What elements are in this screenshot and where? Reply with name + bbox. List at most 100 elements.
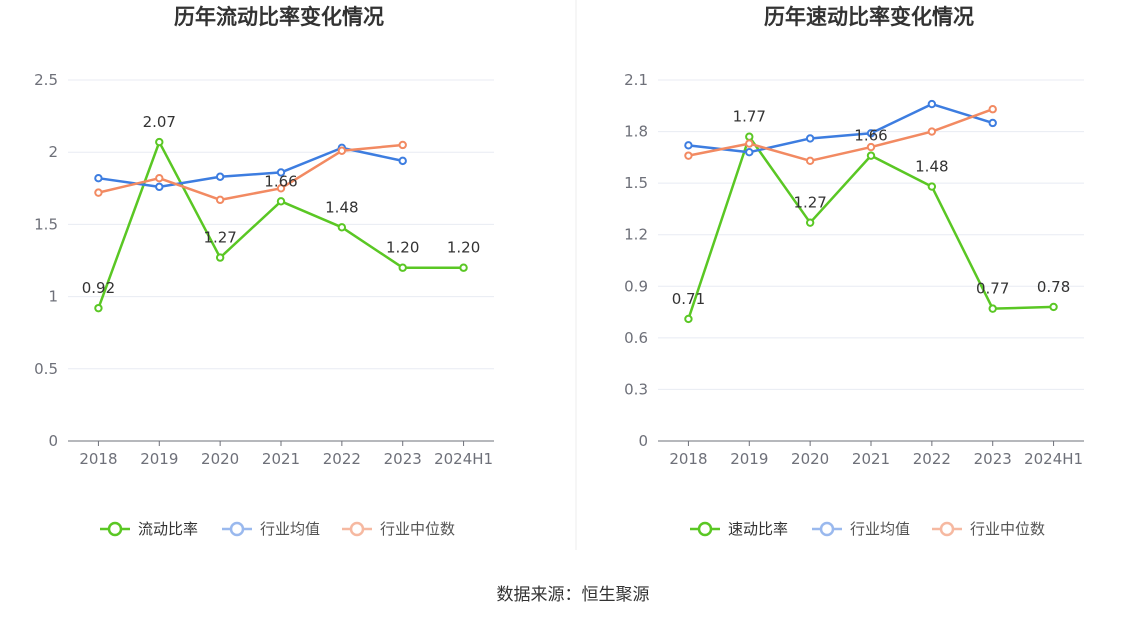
data-point	[94, 303, 103, 313]
x-tick-label: 2021	[262, 450, 300, 468]
data-point	[805, 218, 815, 227]
legend-marker	[939, 521, 955, 537]
data-point	[398, 156, 407, 166]
data-point	[337, 146, 347, 155]
data-point	[215, 253, 225, 262]
data-point	[684, 141, 693, 150]
x-tick-label: 2018	[79, 450, 117, 468]
data-point	[94, 173, 103, 183]
legend-label: 行业均值	[260, 520, 320, 538]
data-source: 数据来源：恒生聚源	[497, 585, 650, 605]
x-tick-label: 2022	[913, 450, 951, 468]
y-tick-label: 2.1	[624, 71, 648, 89]
legend-item-0[interactable]: 流动比率	[100, 520, 198, 538]
y-tick-label: 2	[48, 143, 58, 161]
y-tick-label: 0	[638, 432, 648, 450]
data-point	[155, 173, 164, 183]
data-label: 1.48	[915, 158, 948, 176]
data-label: 0.78	[1037, 278, 1070, 296]
data-point	[155, 182, 164, 192]
data-point	[1049, 302, 1058, 312]
x-tick-label: 2019	[140, 450, 178, 468]
x-tick-label: 2020	[791, 450, 829, 468]
series-line-0	[97, 140, 464, 309]
data-point	[745, 139, 754, 148]
series-line-2	[688, 108, 994, 163]
data-point	[398, 263, 407, 272]
data-label: 2.07	[143, 113, 176, 131]
data-point	[927, 99, 937, 109]
y-tick-label: 0.3	[624, 380, 648, 398]
y-tick-label: 1.5	[624, 174, 648, 192]
data-point	[215, 195, 225, 205]
data-point	[276, 184, 286, 193]
y-tick-label: 0.5	[34, 360, 58, 378]
data-label: 1.48	[325, 198, 358, 216]
data-point	[155, 137, 164, 147]
legend-item-1[interactable]: 行业均值	[812, 520, 910, 538]
data-label: 1.20	[386, 239, 419, 257]
data-point	[745, 148, 754, 157]
chart-title: 历年流动比率变化情况	[174, 5, 384, 29]
legend-label: 行业中位数	[970, 520, 1045, 538]
legend-marker	[697, 521, 713, 537]
data-point	[459, 263, 468, 272]
data-point	[927, 127, 937, 136]
y-tick-label: 2.5	[34, 71, 58, 89]
legend-item-1[interactable]: 行业均值	[222, 520, 320, 538]
y-tick-label: 1.8	[624, 123, 648, 141]
series-line-2	[98, 143, 403, 202]
data-label: 1.66	[854, 127, 887, 145]
x-tick-label: 2024H1	[1024, 450, 1083, 468]
data-point	[866, 129, 876, 138]
data-point	[398, 140, 407, 150]
data-point	[215, 172, 225, 181]
data-point	[684, 314, 693, 324]
x-tick-label: 2022	[323, 450, 361, 468]
data-label: 1.20	[447, 239, 480, 257]
data-point	[276, 197, 286, 206]
legend-marker	[229, 521, 245, 537]
data-label: 1.27	[203, 229, 236, 247]
x-tick-label: 2023	[384, 450, 422, 468]
y-tick-label: 0	[48, 432, 58, 450]
legend-label: 流动比率	[138, 520, 198, 538]
data-point	[866, 151, 876, 160]
data-label: 0.77	[976, 280, 1009, 298]
legend-label: 速动比率	[728, 520, 788, 538]
series-line-1	[688, 102, 994, 154]
x-tick-label: 2018	[669, 450, 707, 468]
data-label: 0.71	[672, 290, 705, 308]
data-label: 1.77	[733, 108, 766, 126]
x-tick-label: 2021	[852, 450, 890, 468]
legend-item-2[interactable]: 行业中位数	[342, 520, 455, 538]
data-point	[988, 118, 997, 128]
y-tick-label: 0.9	[624, 277, 648, 295]
x-tick-label: 2019	[730, 450, 768, 468]
data-point	[866, 142, 876, 152]
legend-item-2[interactable]: 行业中位数	[932, 520, 1045, 538]
data-point	[276, 168, 286, 177]
data-point	[988, 304, 997, 313]
legend-label: 行业中位数	[380, 520, 455, 538]
x-tick-label: 2024H1	[434, 450, 493, 468]
data-point	[805, 134, 815, 143]
current-ratio-chart: 历年流动比率变化情况 0 0.5 1 1.5 2 2.5 2018 2019 2020 2021 2…	[34, 5, 494, 538]
legend-marker	[107, 521, 123, 537]
data-label: 1.27	[793, 194, 826, 212]
legend-marker	[819, 521, 835, 537]
x-tick-label: 2023	[974, 450, 1012, 468]
quick-ratio-chart: 历年速动比率变化情况 0 0.3 0.6 0.9 1.2 1.5 1.8 2.1 2018 201…	[624, 5, 1084, 538]
data-point	[805, 156, 815, 165]
data-point	[745, 132, 754, 141]
y-tick-label: 1	[48, 288, 58, 306]
legend-item-0[interactable]: 速动比率	[690, 520, 788, 538]
x-tick-label: 2020	[201, 450, 239, 468]
data-point	[988, 105, 997, 114]
legend-label: 行业均值	[850, 520, 910, 538]
y-tick-label: 0.6	[624, 329, 648, 347]
data-point	[337, 223, 347, 232]
data-point	[94, 188, 103, 197]
y-tick-label: 1.5	[34, 215, 58, 233]
